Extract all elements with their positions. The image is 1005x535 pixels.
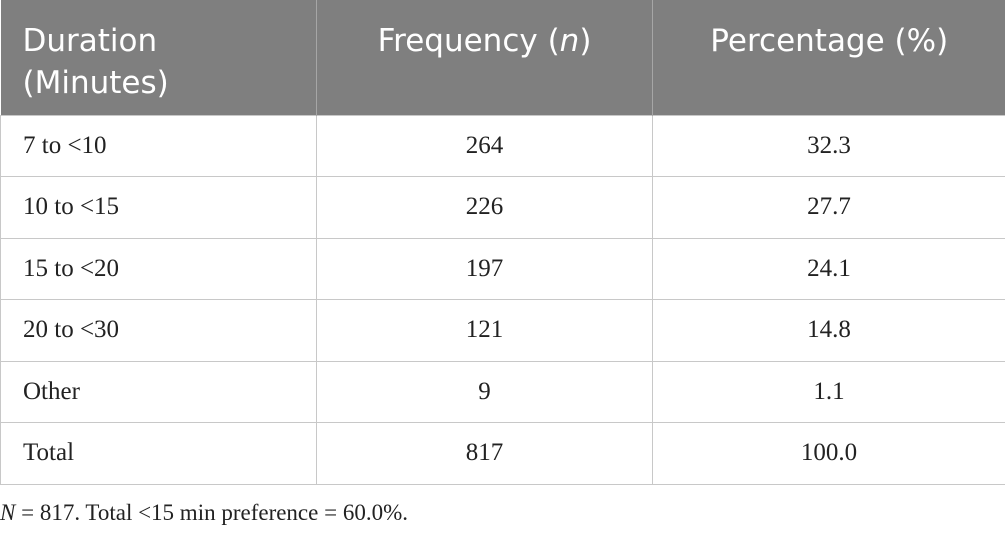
table-cell: 24.1 bbox=[652, 237, 1005, 300]
table-row: 7 to <10 264 32.3 bbox=[0, 114, 1005, 177]
header-italic: n bbox=[559, 23, 580, 59]
header-cell: Frequency (n) bbox=[316, 0, 653, 115]
table-cell: 14.8 bbox=[652, 299, 1005, 362]
data-table: Duration (Minutes) Frequency (n) Percent… bbox=[0, 0, 1005, 485]
note-text: = 817. Total <15 min preference = 60.0%. bbox=[15, 500, 408, 525]
table-cell: 7 to <10 bbox=[0, 114, 317, 177]
header-cell: Percentage (%) bbox=[652, 0, 1005, 115]
table-body: 7 to <10 264 32.3 10 to <15 226 27.7 15 to <20… bbox=[0, 114, 1005, 485]
table-row: Other 9 1.1 bbox=[0, 360, 1005, 423]
table-cell: 15 to <20 bbox=[0, 237, 317, 300]
header-row: Duration (Minutes) Frequency (n) Percent… bbox=[0, 0, 1005, 115]
table-row: 15 to <20 197 24.1 bbox=[0, 237, 1005, 300]
table-cell: 121 bbox=[316, 299, 653, 362]
table-row: 20 to <30 121 14.8 bbox=[0, 299, 1005, 362]
table-row: Total 817 100.0 bbox=[0, 422, 1005, 485]
table-cell: 20 to <30 bbox=[0, 299, 317, 362]
table-cell: 9 bbox=[316, 360, 653, 423]
table-cell: 10 to <15 bbox=[0, 176, 317, 239]
header-text: Duration (Minutes) bbox=[22, 23, 169, 101]
table-cell: 100.0 bbox=[652, 422, 1005, 485]
table-cell: 226 bbox=[316, 176, 653, 239]
header-text: ) bbox=[579, 23, 592, 59]
header-cell: Duration (Minutes) bbox=[0, 0, 317, 115]
table-note: N = 817. Total <15 min preference = 60.0… bbox=[0, 500, 408, 526]
table-cell: Total bbox=[0, 422, 317, 485]
table-cell: 1.1 bbox=[652, 360, 1005, 423]
table-row: 10 to <15 226 27.7 bbox=[0, 176, 1005, 239]
table-cell: Other bbox=[0, 360, 317, 423]
note-italic: N bbox=[0, 500, 16, 525]
table-cell: 817 bbox=[316, 422, 653, 485]
table-cell: 27.7 bbox=[652, 176, 1005, 239]
header-text: Frequency ( bbox=[377, 23, 560, 59]
table-cell: 32.3 bbox=[652, 114, 1005, 177]
header-text: Percentage (%) bbox=[710, 23, 949, 59]
table-cell: 264 bbox=[316, 114, 653, 177]
table-cell: 197 bbox=[316, 237, 653, 300]
